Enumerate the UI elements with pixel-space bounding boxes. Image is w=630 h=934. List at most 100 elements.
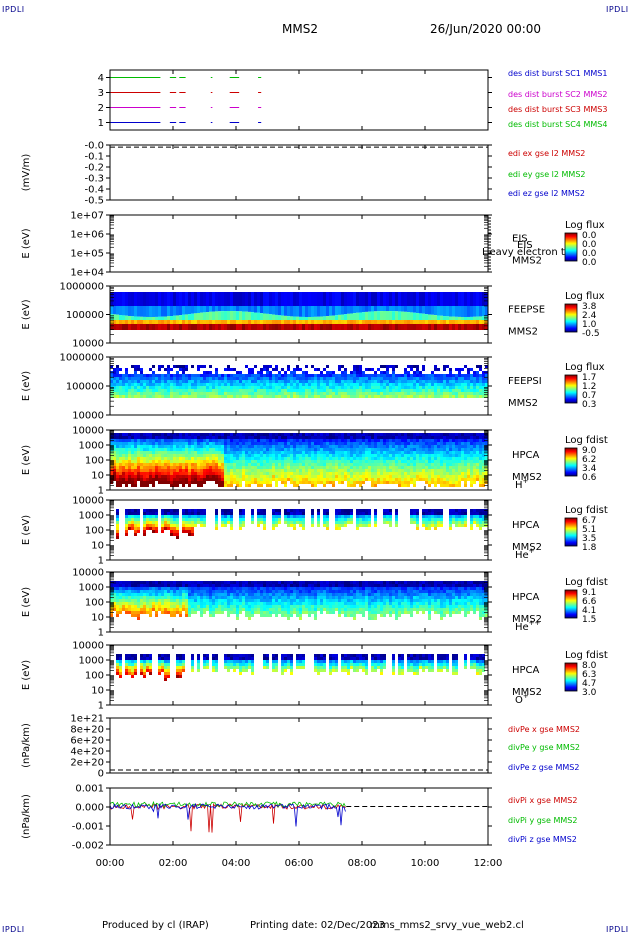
heat-cell — [455, 380, 458, 383]
heat-cell — [479, 481, 482, 484]
heat-cell — [194, 521, 197, 524]
heat-cell — [158, 292, 161, 306]
heat-cell — [227, 469, 230, 472]
heat-cell — [176, 515, 179, 518]
heat-cell — [236, 324, 239, 330]
heat-cell — [350, 512, 353, 515]
heat-cell — [305, 383, 308, 386]
heat-cell — [239, 463, 242, 466]
heat-cell — [419, 466, 422, 469]
heat-cell — [467, 478, 470, 481]
heat-cell — [362, 454, 365, 457]
heat-cell — [338, 445, 341, 448]
heat-cell — [482, 460, 485, 463]
heat-cell — [416, 466, 419, 469]
heat-cell — [404, 472, 407, 475]
heat-cell — [260, 436, 263, 439]
heat-cell — [368, 472, 371, 475]
heat-cell — [227, 433, 230, 436]
heat-cell — [254, 481, 257, 484]
heat-cell — [296, 320, 299, 324]
heat-cell — [239, 433, 242, 436]
heat-cell — [182, 457, 185, 460]
heat-cell — [455, 521, 458, 524]
ytick-label: 10000 — [72, 339, 104, 350]
heat-cell — [227, 451, 230, 454]
heat-cell — [152, 439, 155, 442]
heat-cell — [386, 439, 389, 442]
heat-cell — [431, 451, 434, 454]
heat-cell — [233, 436, 236, 439]
colorbar-tick: 1.0 — [582, 320, 597, 330]
heat-cell — [293, 478, 296, 481]
heat-cell — [347, 324, 350, 330]
heat-cell — [251, 515, 254, 518]
heat-cell — [164, 377, 167, 380]
heat-cell — [455, 484, 458, 487]
heat-cell — [197, 386, 200, 389]
heat-cell — [143, 374, 146, 377]
heat-cell — [422, 475, 425, 478]
heat-cell — [482, 386, 485, 389]
heat-cell — [248, 371, 251, 374]
heat-cell — [326, 460, 329, 463]
heat-cell — [227, 466, 230, 469]
heat-cell — [239, 466, 242, 469]
heat-cell — [467, 442, 470, 445]
heat-cell — [377, 311, 380, 320]
heat-cell — [407, 466, 410, 469]
heat-cell — [215, 457, 218, 460]
heat-cell — [398, 311, 401, 320]
heat-cell — [131, 386, 134, 389]
heat-cell — [377, 472, 380, 475]
heat-cell — [206, 395, 209, 398]
heat-cell — [167, 521, 170, 524]
heat-cell — [161, 457, 164, 460]
heat-cell — [302, 457, 305, 460]
heat-cell — [185, 324, 188, 330]
heat-cell — [422, 448, 425, 451]
heat-cell — [401, 380, 404, 383]
heat-cell — [419, 371, 422, 374]
heat-cell — [182, 472, 185, 475]
heat-cell — [398, 377, 401, 380]
heat-cell — [254, 475, 257, 478]
heat-cell — [407, 469, 410, 472]
heat-cell — [452, 320, 455, 324]
heat-cell — [188, 521, 191, 524]
heat-cell — [188, 380, 191, 383]
heat-cell — [152, 371, 155, 374]
heat-cell — [323, 460, 326, 463]
heat-cell — [152, 509, 155, 512]
heat-cell — [113, 314, 116, 320]
heat-cell — [293, 475, 296, 478]
heat-cell — [317, 306, 320, 317]
heat-cell — [317, 448, 320, 451]
heat-cell — [416, 524, 419, 527]
heat-cell — [137, 466, 140, 469]
heat-cell — [449, 371, 452, 374]
heat-cell — [203, 386, 206, 389]
heat-cell — [425, 395, 428, 398]
heat-cell — [404, 448, 407, 451]
heat-cell — [197, 383, 200, 386]
heat-cell — [395, 365, 398, 368]
heat-cell — [137, 442, 140, 445]
heat-cell — [293, 386, 296, 389]
heat-cell — [239, 445, 242, 448]
heat-cell — [257, 463, 260, 466]
heat-cell — [251, 389, 254, 392]
heat-cell — [245, 451, 248, 454]
heat-cell — [473, 316, 476, 320]
heat-cell — [392, 311, 395, 320]
heat-cell — [407, 451, 410, 454]
heat-cell — [245, 374, 248, 377]
heat-cell — [437, 518, 440, 521]
heat-cell — [170, 463, 173, 466]
heat-cell — [275, 463, 278, 466]
heat-cell — [326, 463, 329, 466]
heat-cell — [407, 389, 410, 392]
heat-cell — [146, 460, 149, 463]
heat-cell — [152, 306, 155, 317]
heat-cell — [209, 389, 212, 392]
